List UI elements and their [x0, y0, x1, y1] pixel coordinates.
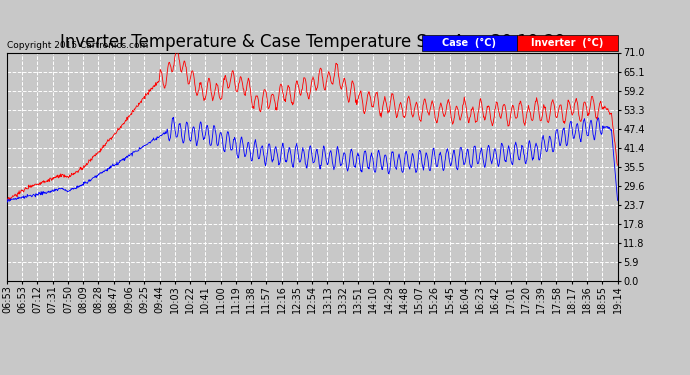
FancyBboxPatch shape	[517, 35, 618, 51]
Title: Inverter Temperature & Case Temperature Sun Aug 30 19:29: Inverter Temperature & Case Temperature …	[59, 33, 565, 51]
FancyBboxPatch shape	[422, 35, 517, 51]
Text: Inverter  (°C): Inverter (°C)	[531, 38, 603, 48]
Text: Case  (°C): Case (°C)	[442, 38, 496, 48]
Text: Copyright 2015 Cartronics.com: Copyright 2015 Cartronics.com	[7, 41, 148, 50]
